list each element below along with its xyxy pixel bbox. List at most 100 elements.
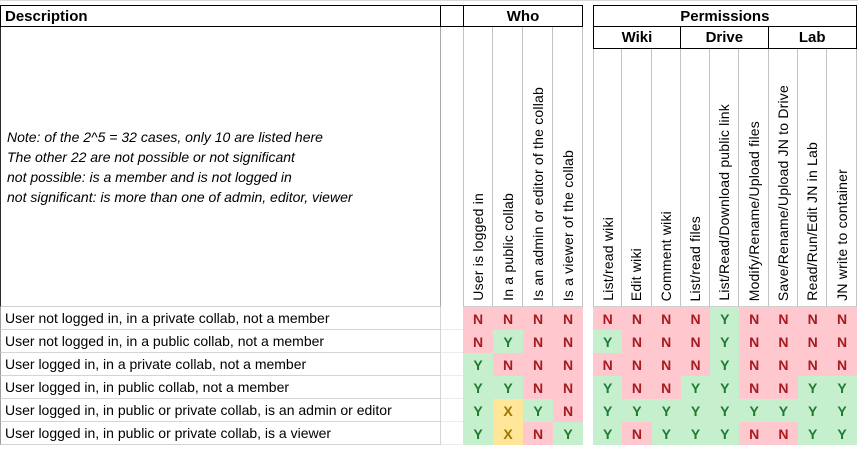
value-cell[interactable]: N <box>798 307 828 330</box>
value-cell[interactable]: N <box>680 330 711 353</box>
permission-column-header[interactable]: Save/Rename/Upload JN to Drive <box>768 49 799 307</box>
value-cell[interactable]: N <box>523 422 553 445</box>
value-cell[interactable]: X <box>493 399 523 422</box>
value-cell[interactable]: N <box>739 376 769 399</box>
value-cell[interactable]: N <box>523 353 553 376</box>
value-cell[interactable]: N <box>463 330 493 353</box>
value-cell[interactable]: Y <box>798 376 828 399</box>
permission-column-header[interactable]: Read/Run/Edit JN in Lab <box>798 49 828 307</box>
value-cell[interactable]: Y <box>463 399 493 422</box>
row-description-cell[interactable]: User logged in, in public or private col… <box>0 399 441 422</box>
permission-column-header[interactable]: List/Read/Download public link <box>710 49 740 307</box>
value-cell[interactable]: N <box>651 307 681 330</box>
value-cell[interactable]: N <box>768 353 799 376</box>
value-cell[interactable]: Y <box>710 330 740 353</box>
value-cell[interactable]: Y <box>710 422 740 445</box>
wiki-group-cell[interactable]: Wiki <box>593 27 681 49</box>
value-cell[interactable]: N <box>739 422 769 445</box>
value-cell[interactable]: N <box>622 353 652 376</box>
row-description-cell[interactable]: User logged in, in public or private col… <box>0 422 441 445</box>
value-cell[interactable]: N <box>651 353 681 376</box>
permission-column-header[interactable]: List/read wiki <box>593 49 623 307</box>
value-cell[interactable]: Y <box>523 399 553 422</box>
row-description-cell[interactable]: User not logged in, in a public collab, … <box>0 330 441 353</box>
value-cell[interactable]: Y <box>710 376 740 399</box>
value-cell[interactable]: N <box>680 353 711 376</box>
value-cell[interactable]: N <box>493 307 523 330</box>
value-cell[interactable]: Y <box>493 330 523 353</box>
value-cell[interactable]: N <box>493 353 523 376</box>
value-cell[interactable]: Y <box>463 422 493 445</box>
value-cell[interactable]: N <box>523 307 553 330</box>
value-cell[interactable]: N <box>553 307 583 330</box>
value-cell[interactable]: Y <box>651 399 681 422</box>
value-cell[interactable]: N <box>622 376 652 399</box>
value-cell[interactable]: N <box>827 353 857 376</box>
value-cell[interactable]: Y <box>680 399 711 422</box>
drive-group-cell[interactable]: Drive <box>680 27 769 49</box>
value-cell[interactable]: N <box>622 307 652 330</box>
who-column-header[interactable]: User is logged in <box>463 27 493 307</box>
value-cell[interactable]: N <box>463 307 493 330</box>
note-cell[interactable]: Note: of the 2^5 = 32 cases, only 10 are… <box>0 27 441 307</box>
value-cell[interactable]: N <box>739 330 769 353</box>
value-cell[interactable]: Y <box>593 376 623 399</box>
lab-group-cell[interactable]: Lab <box>768 27 857 49</box>
value-cell[interactable]: Y <box>593 422 623 445</box>
value-cell[interactable]: N <box>768 330 799 353</box>
value-cell[interactable]: N <box>827 330 857 353</box>
value-cell[interactable]: Y <box>622 399 652 422</box>
permissions-header-cell[interactable]: Permissions <box>593 5 857 27</box>
value-cell[interactable]: N <box>680 307 711 330</box>
permission-column-header[interactable]: JN write to container <box>827 49 857 307</box>
value-cell[interactable]: N <box>593 353 623 376</box>
value-cell[interactable]: Y <box>768 399 799 422</box>
value-cell[interactable]: Y <box>739 399 769 422</box>
value-cell[interactable]: Y <box>593 399 623 422</box>
value-cell[interactable]: N <box>523 376 553 399</box>
value-cell[interactable]: X <box>493 422 523 445</box>
value-cell[interactable]: Y <box>798 422 828 445</box>
value-cell[interactable]: N <box>553 376 583 399</box>
who-column-header[interactable]: Is an admin or editor of the collab <box>523 27 553 307</box>
permission-column-header[interactable]: List/read files <box>680 49 711 307</box>
who-header-cell[interactable]: Who <box>463 5 583 27</box>
value-cell[interactable]: N <box>523 330 553 353</box>
value-cell[interactable]: N <box>739 307 769 330</box>
value-cell[interactable]: N <box>768 376 799 399</box>
permission-column-header[interactable]: Edit wiki <box>622 49 652 307</box>
value-cell[interactable]: Y <box>680 422 711 445</box>
value-cell[interactable]: N <box>798 330 828 353</box>
row-description-cell[interactable]: User logged in, in public collab, not a … <box>0 376 441 399</box>
value-cell[interactable]: N <box>739 353 769 376</box>
who-column-header[interactable]: Is a viewer of the collab <box>553 27 583 307</box>
value-cell[interactable]: N <box>593 307 623 330</box>
value-cell[interactable]: N <box>553 399 583 422</box>
value-cell[interactable]: Y <box>710 307 740 330</box>
value-cell[interactable]: N <box>651 330 681 353</box>
value-cell[interactable]: Y <box>827 399 857 422</box>
value-cell[interactable]: Y <box>798 399 828 422</box>
row-description-cell[interactable]: User logged in, in a private collab, not… <box>0 353 441 376</box>
value-cell[interactable]: Y <box>680 376 711 399</box>
value-cell[interactable]: N <box>553 353 583 376</box>
value-cell[interactable]: Y <box>463 376 493 399</box>
value-cell[interactable]: Y <box>651 422 681 445</box>
value-cell[interactable]: N <box>798 353 828 376</box>
value-cell[interactable]: N <box>827 307 857 330</box>
value-cell[interactable]: N <box>622 330 652 353</box>
value-cell[interactable]: N <box>622 422 652 445</box>
value-cell[interactable]: Y <box>493 376 523 399</box>
who-column-header[interactable]: In a public collab <box>493 27 523 307</box>
value-cell[interactable]: Y <box>593 330 623 353</box>
value-cell[interactable]: Y <box>463 353 493 376</box>
row-description-cell[interactable]: User not logged in, in a private collab,… <box>0 307 441 330</box>
value-cell[interactable]: N <box>768 422 799 445</box>
value-cell[interactable]: N <box>651 376 681 399</box>
description-header-cell[interactable]: Description <box>0 5 441 27</box>
value-cell[interactable]: Y <box>827 422 857 445</box>
permission-column-header[interactable]: Comment wiki <box>651 49 681 307</box>
value-cell[interactable]: Y <box>710 399 740 422</box>
value-cell[interactable]: Y <box>827 376 857 399</box>
value-cell[interactable]: Y <box>553 422 583 445</box>
